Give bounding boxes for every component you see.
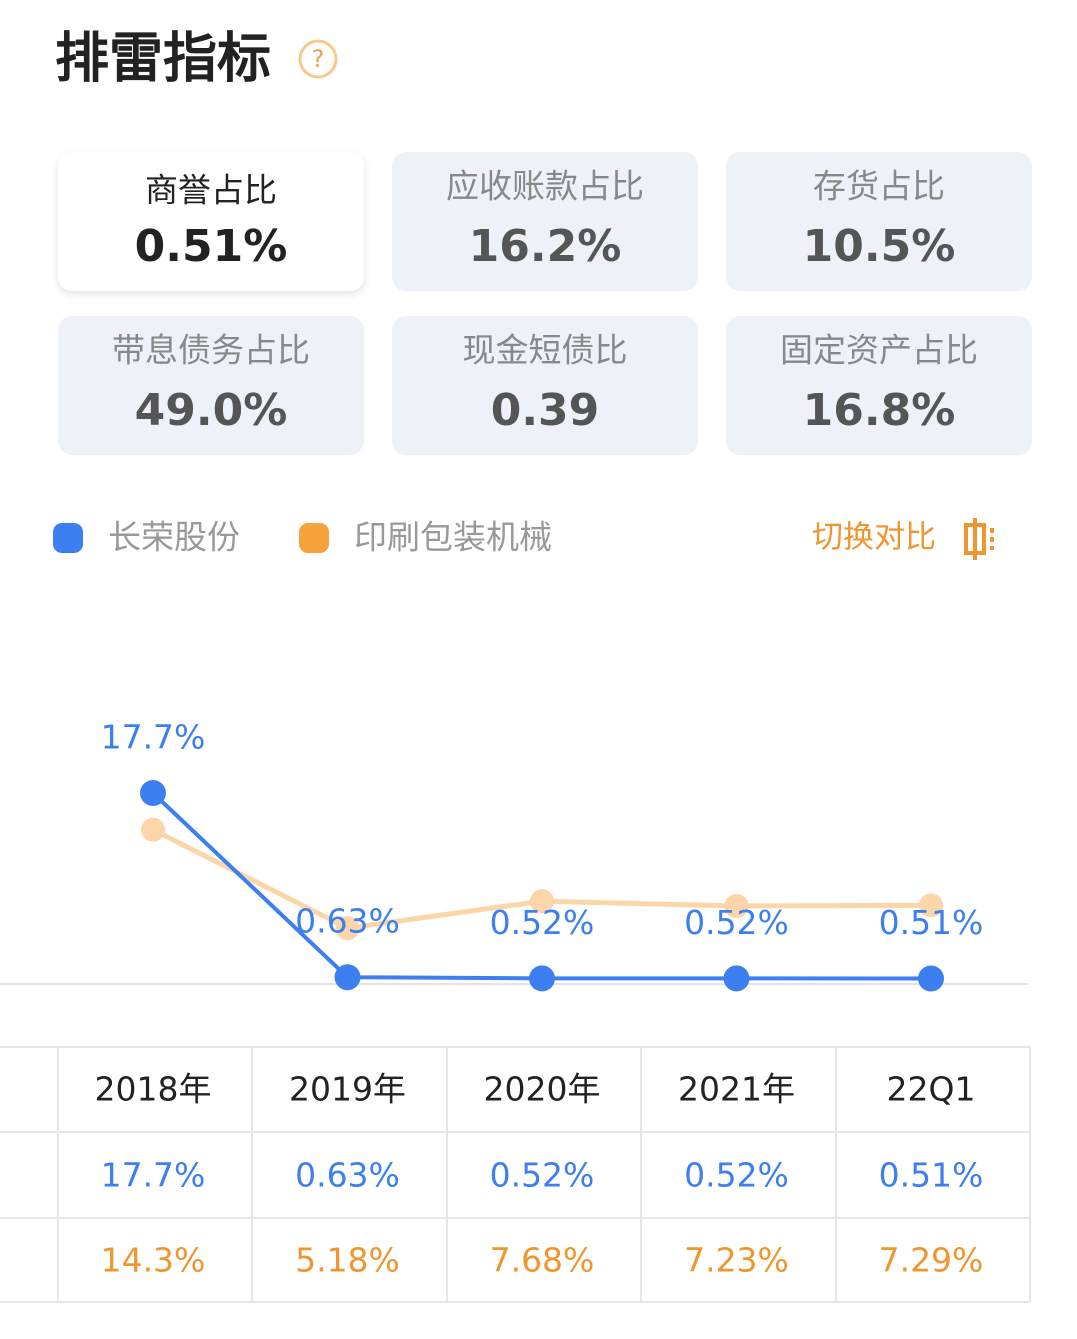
metric-label: 带息债务占比 (112, 331, 310, 370)
table-cell: 5.18% (295, 1241, 400, 1280)
table-header: 2018年 (95, 1070, 212, 1109)
help-icon[interactable] (298, 39, 338, 79)
help-icon-text[interactable]: ? (312, 45, 325, 73)
data-point (335, 916, 360, 941)
legend-swatch (299, 523, 329, 553)
table-header: 2021年 (678, 1070, 795, 1109)
table-cell: 0.63% (295, 1156, 400, 1195)
data-point (334, 964, 361, 991)
data-label: 0.52% (490, 903, 595, 942)
data-point (141, 817, 165, 842)
data-point (529, 965, 555, 992)
legend-label: 长荣股份 (108, 518, 240, 557)
data-point (724, 893, 749, 918)
metric-card[interactable] (392, 316, 698, 455)
metric-label: 固定资产占比 (780, 331, 978, 370)
data-point (918, 965, 944, 992)
data-point (723, 965, 750, 992)
legend-swatch (53, 523, 83, 553)
data-label: 0.51% (879, 903, 984, 942)
table-cell: 0.51% (879, 1156, 984, 1195)
metric-label: 应收账款占比 (446, 167, 644, 206)
data-label: 0.52% (684, 903, 789, 942)
toggle-icon[interactable] (964, 518, 994, 560)
table-cell: 7.68% (490, 1241, 595, 1280)
metric-value: 49.0% (135, 385, 288, 436)
metric-card[interactable] (392, 152, 698, 291)
table-cell: 14.3% (101, 1241, 206, 1280)
data-label: 17.7% (101, 718, 206, 757)
metric-value: 10.5% (803, 221, 956, 272)
metric-label: 存货占比 (813, 167, 945, 206)
table-header: 2019年 (289, 1070, 406, 1109)
table-header: 2020年 (484, 1070, 601, 1109)
metric-card[interactable] (58, 152, 364, 291)
data-point (919, 893, 943, 918)
metric-label: 商誉占比 (145, 171, 277, 210)
data-point (140, 780, 166, 806)
metric-value: 0.51% (135, 221, 288, 272)
metric-value: 16.8% (803, 385, 956, 436)
data-point (530, 889, 554, 914)
table-cell: 0.52% (684, 1156, 789, 1195)
metric-card[interactable] (726, 316, 1032, 455)
title: 排雷指标 (55, 27, 271, 90)
table-cell: 0.52% (490, 1156, 595, 1195)
metric-value: 16.2% (469, 221, 622, 272)
data-label: 0.63% (295, 902, 400, 941)
metric-card[interactable] (726, 152, 1032, 291)
table-cell: 17.7% (101, 1156, 206, 1195)
legend-label: 印刷包装机械 (354, 518, 552, 557)
metric-label: 现金短债比 (463, 331, 628, 370)
table-cell: 7.29% (879, 1241, 984, 1280)
series-line (151, 791, 932, 981)
metric-card[interactable] (58, 316, 364, 455)
toggle-button[interactable]: 切换对比 (812, 520, 936, 556)
metric-value: 0.39 (491, 385, 600, 436)
table-header: 22Q1 (887, 1070, 976, 1109)
table-cell: 7.23% (684, 1241, 789, 1280)
